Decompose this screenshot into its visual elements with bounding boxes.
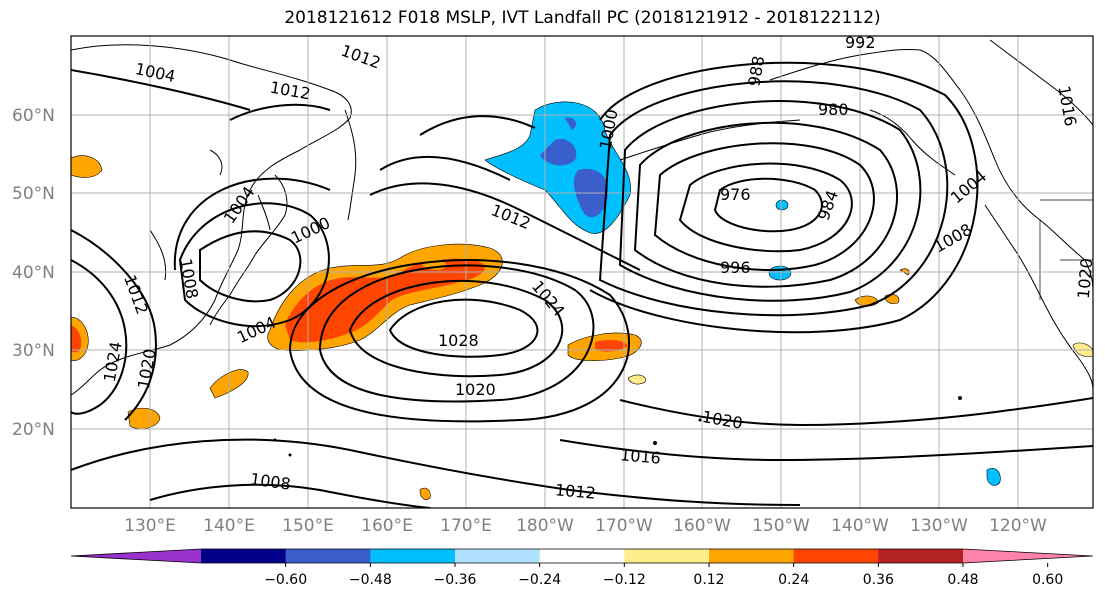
colorbar-segment: [285, 549, 371, 563]
contour-label: 980: [818, 100, 849, 119]
contour-label: 1028: [438, 331, 479, 350]
lon-label: 180°W: [516, 516, 574, 536]
colorbar-tick-label: 0.60: [1032, 572, 1063, 588]
colorbar-segment: [370, 549, 456, 563]
lon-label: 140°E: [203, 516, 255, 536]
lon-label: 160°E: [361, 516, 413, 536]
colorbar-tick-label: −0.12: [603, 572, 646, 588]
colorbar-extend-low: [71, 549, 201, 563]
colorbar-segment: [793, 549, 879, 563]
contour-label: 996: [720, 258, 751, 277]
lat-label: 40°N: [12, 263, 55, 283]
coastlines: [71, 39, 1093, 457]
mslp-contours: [71, 61, 1093, 508]
lon-label: 150°E: [282, 516, 334, 536]
longitude-labels: 130°E 140°E 150°E 160°E 170°E 180°W 170°…: [124, 516, 1047, 536]
colorbar-tick-label: −0.60: [264, 572, 307, 588]
colorbar-segment: [709, 549, 795, 563]
map-title: 2018121612 F018 MSLP, IVT Landfall PC (2…: [284, 8, 881, 28]
latitude-labels: 60°N 50°N 40°N 30°N 20°N: [12, 106, 55, 440]
contour-label: 976: [720, 185, 751, 204]
colorbar-tick-label: 0.48: [947, 572, 978, 588]
lon-label: 170°E: [440, 516, 492, 536]
contour-label: 1016: [619, 445, 661, 467]
map-gridlines: [71, 36, 1093, 508]
lon-label: 130°W: [910, 516, 968, 536]
colorbar-tick-label: 0.36: [863, 572, 894, 588]
colorbar-segment: [624, 549, 710, 563]
lat-label: 20°N: [12, 420, 55, 440]
colorbar-tick-label: −0.24: [518, 572, 561, 588]
lon-label: 170°W: [595, 516, 653, 536]
colorbar-tick-label: −0.48: [349, 572, 392, 588]
colorbar-tick-label: 0.12: [693, 572, 724, 588]
lon-label: 160°W: [673, 516, 731, 536]
map-border: [70, 35, 1094, 509]
colorbar-extend-high: [963, 549, 1093, 563]
colorbar-segment: [878, 549, 964, 563]
lon-label: 150°W: [752, 516, 810, 536]
colorbar: −0.60 −0.48 −0.36 −0.24 −0.12 0.12 0.24 0.36 0.4…: [70, 548, 1094, 588]
lat-label: 30°N: [12, 341, 55, 361]
contour-label: 1020: [1074, 257, 1096, 299]
lon-label: 120°W: [989, 516, 1047, 536]
colorbar-tick-label: −0.36: [434, 572, 477, 588]
contour-label: 1012: [554, 480, 596, 502]
contour-label: 1020: [455, 380, 496, 399]
colorbar-outline: [70, 548, 1094, 564]
lat-label: 60°N: [12, 106, 55, 126]
colorbar-segment: [201, 549, 287, 563]
colorbar-segment: [539, 549, 625, 563]
lon-label: 140°W: [831, 516, 889, 536]
contour-label: 992: [845, 33, 876, 52]
lat-label: 50°N: [12, 184, 55, 204]
lon-label: 130°E: [124, 516, 176, 536]
colorbar-segment: [455, 549, 541, 563]
colorbar-tick-label: 0.24: [778, 572, 809, 588]
